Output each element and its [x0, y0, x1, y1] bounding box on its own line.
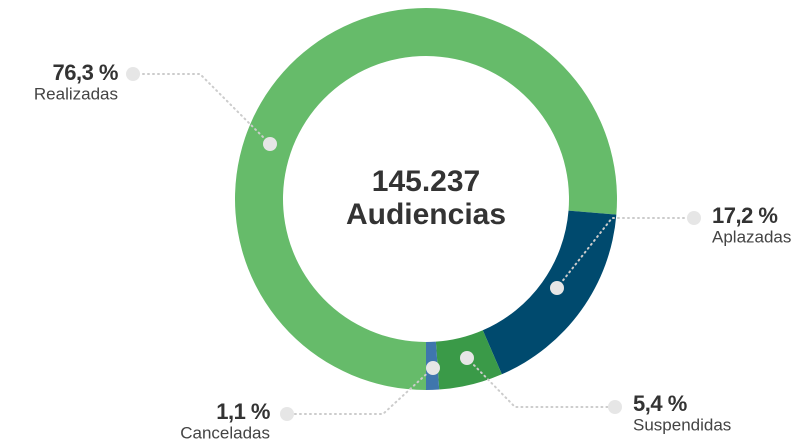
total-value: 145.237 — [372, 165, 480, 198]
leader-dot — [280, 407, 294, 421]
leader-dot — [126, 67, 140, 81]
leader-dot — [550, 281, 564, 295]
category-label: Suspendidas — [633, 415, 731, 434]
donut-slice — [482, 210, 617, 375]
leader-dot — [460, 351, 474, 365]
value-label: 1,1 % — [216, 399, 270, 424]
leader-line — [556, 217, 695, 289]
value-label: 17,2 % — [712, 203, 778, 228]
leader-dot — [263, 137, 277, 151]
category-label: Canceladas — [180, 423, 270, 441]
leader-dot — [426, 361, 440, 375]
leader-dot — [687, 211, 701, 225]
leader-line — [286, 367, 434, 415]
leader-line — [466, 357, 616, 408]
category-label: Realizadas — [34, 84, 118, 103]
category-label: Aplazadas — [712, 227, 791, 246]
leader-dot — [608, 400, 622, 414]
value-label: 5,4 % — [633, 391, 687, 416]
total-caption: Audiencias — [346, 198, 506, 231]
value-label: 76,3 % — [53, 60, 119, 85]
